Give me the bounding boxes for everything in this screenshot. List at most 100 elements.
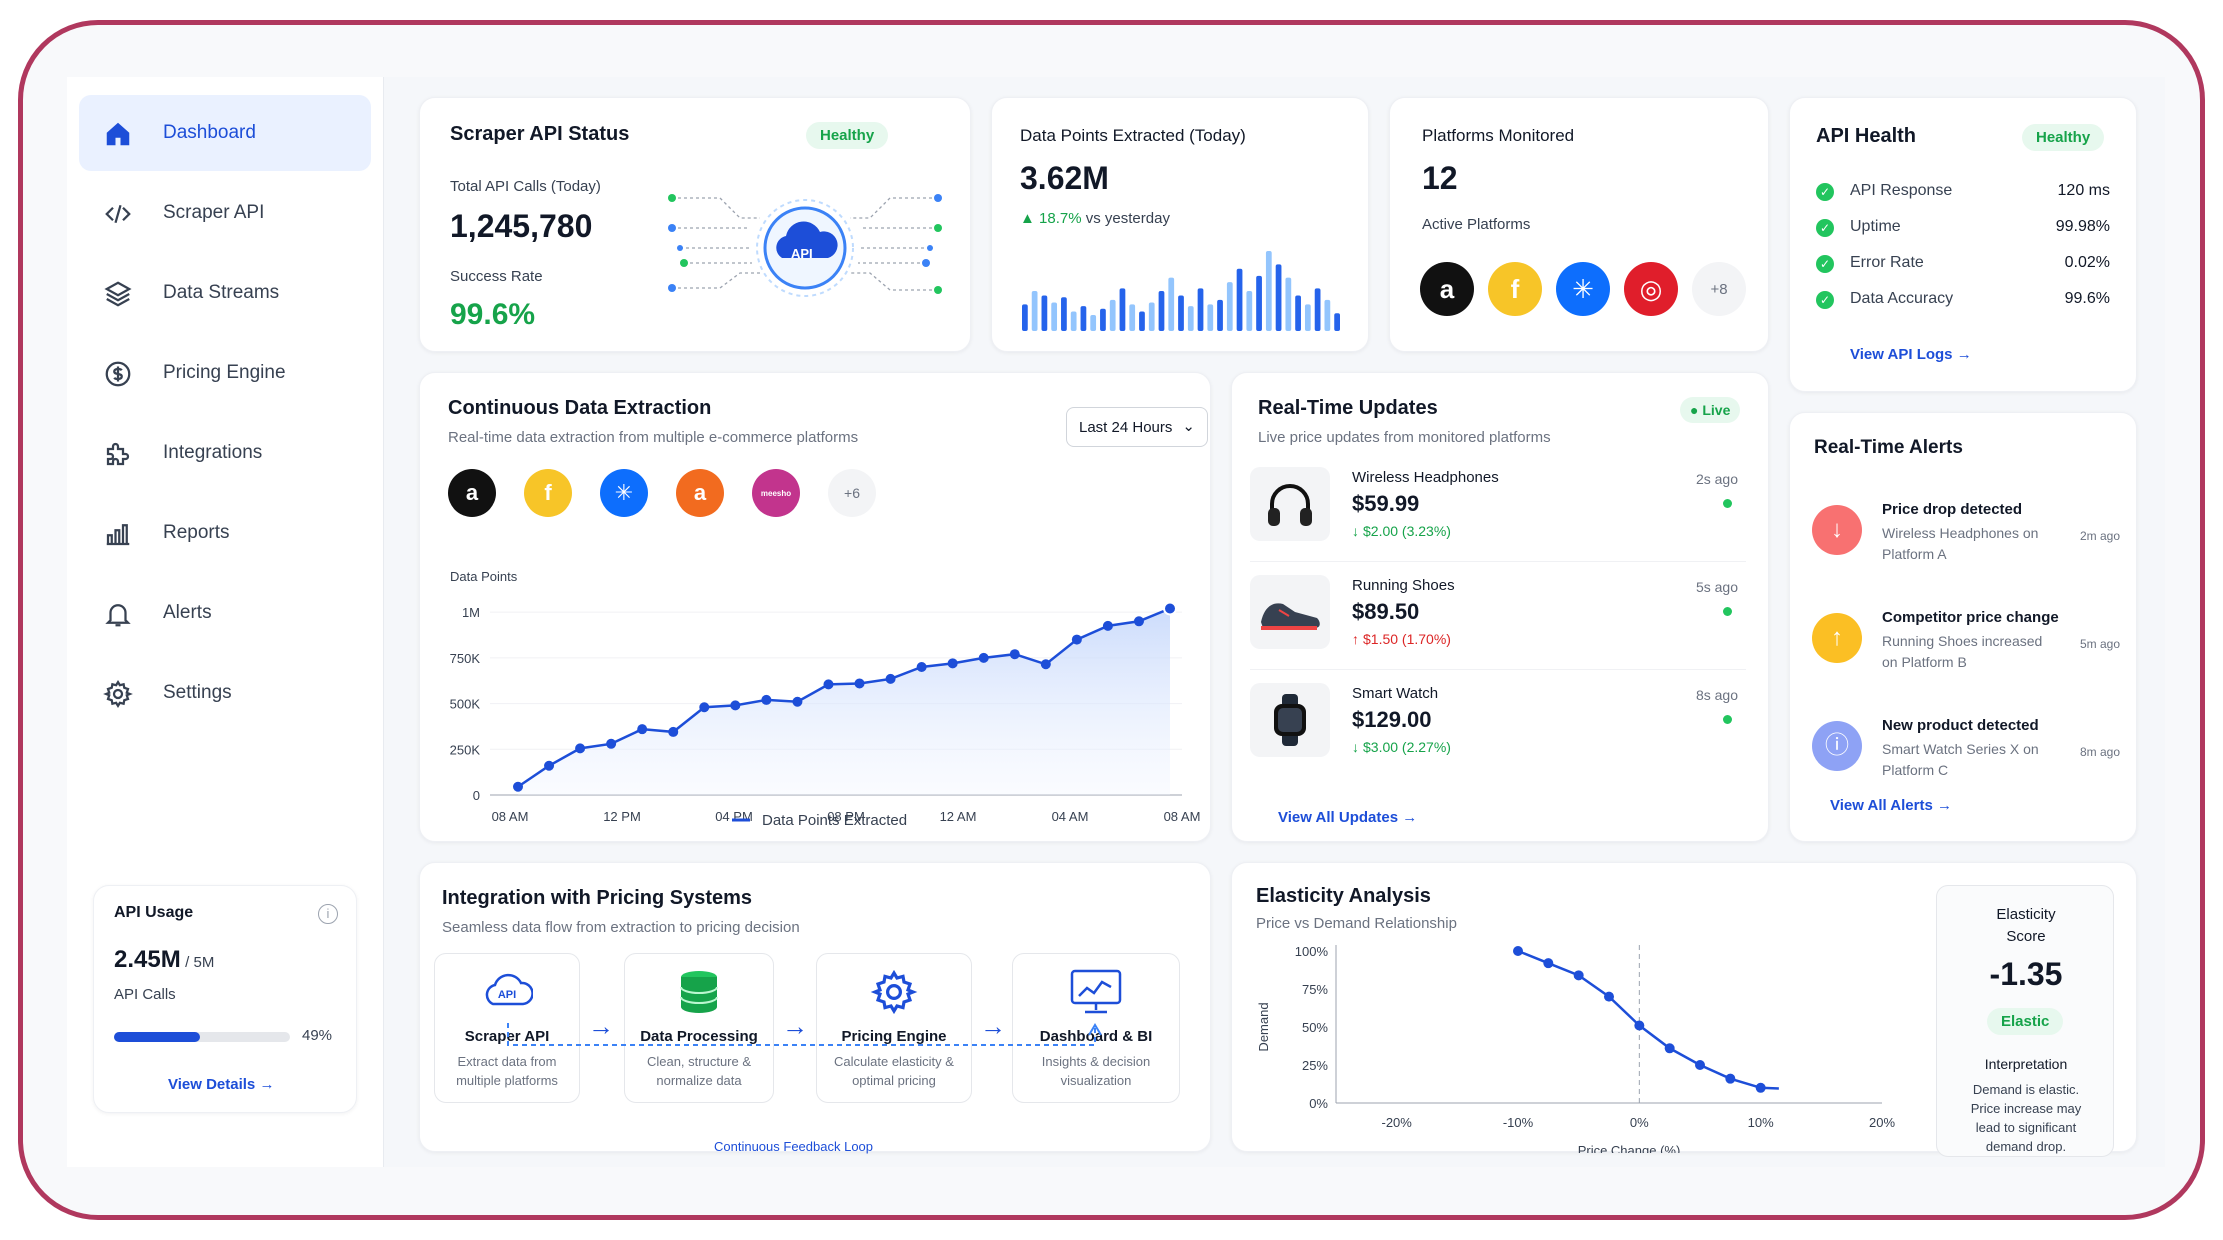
live-dot-icon: [1723, 715, 1732, 724]
check-circle-icon: ✓: [1816, 291, 1834, 309]
platforms-count: 12: [1422, 160, 1458, 196]
api-usage-limit: / 5M: [185, 954, 215, 971]
data-point[interactable]: [699, 702, 710, 713]
curve-point[interactable]: [1573, 970, 1584, 981]
data-point[interactable]: [637, 724, 648, 735]
y-tick-label: 0: [473, 788, 480, 803]
curve-point[interactable]: [1634, 1020, 1645, 1031]
arrow-up-icon: ↑: [1812, 613, 1862, 663]
data-point[interactable]: [978, 652, 989, 663]
spark-bar: [1061, 297, 1067, 331]
headphones-icon: [1250, 467, 1330, 541]
data-point[interactable]: [1071, 634, 1082, 645]
sidebar-item-integrations[interactable]: Integrations: [79, 415, 371, 491]
sidebar-item-reports[interactable]: Reports: [79, 495, 371, 571]
data-point[interactable]: [947, 658, 958, 669]
data-point[interactable]: [761, 694, 772, 705]
data-point[interactable]: [544, 760, 555, 771]
alert-title: Competitor price change: [1882, 609, 2059, 626]
price-change-value: $3.00 (2.27%): [1363, 739, 1451, 755]
more-sources-label: +6: [844, 485, 860, 501]
api-health-card: API Health Healthy ✓ API Response 120 ms ✓ U…: [1789, 97, 2137, 392]
data-point[interactable]: [730, 700, 741, 711]
sidebar-item-settings[interactable]: Settings: [79, 655, 371, 731]
integration-step-scraper-api[interactable]: API Scraper API Extract data from multiple …: [434, 953, 580, 1103]
info-icon[interactable]: i: [318, 904, 338, 924]
x-tick-label: 04 PM: [715, 809, 753, 824]
x-tick-label: -10%: [1503, 1115, 1534, 1130]
product-price: $89.50: [1352, 599, 1420, 624]
data-points-card: Data Points Extracted (Today) 3.62M ▲ 18…: [991, 97, 1369, 352]
elasticity-title: Elasticity Analysis: [1256, 885, 1431, 907]
curve-point[interactable]: [1543, 958, 1554, 969]
data-point[interactable]: [1009, 649, 1020, 660]
data-point[interactable]: [1133, 616, 1144, 627]
arrow-right-icon: →: [1402, 809, 1418, 826]
flipkart-logo: f: [1488, 262, 1542, 316]
data-point[interactable]: [668, 726, 679, 737]
walmart-logo-glyph: ✳: [1572, 273, 1594, 304]
spark-bar: [1031, 291, 1038, 331]
view-details-link[interactable]: View Details →: [168, 1076, 274, 1093]
sidebar-item-scraper-api[interactable]: Scraper API: [79, 175, 371, 251]
view-api-logs-link[interactable]: View API Logs →: [1850, 346, 1972, 363]
y-tick-label: 50%: [1302, 1020, 1328, 1035]
data-point[interactable]: [1163, 601, 1177, 616]
data-points-title: Data Points Extracted (Today): [1020, 126, 1246, 145]
sidebar-item-pricing-engine[interactable]: Pricing Engine: [79, 335, 371, 411]
x-tick-label: 0%: [1630, 1115, 1649, 1130]
data-point[interactable]: [513, 781, 523, 792]
y-tick-label: 100%: [1295, 944, 1329, 959]
sidebar-item-dashboard[interactable]: Dashboard: [79, 95, 371, 171]
elasticity-curve-chart: 0% 25% 50% 75% 100% -20% -10% 0% 10% 20% Price Cha…: [1256, 944, 1895, 1153]
arrow-up-icon: ↑: [1352, 631, 1359, 647]
curve-point[interactable]: [1604, 991, 1614, 1002]
y-tick-label: 25%: [1302, 1058, 1328, 1073]
arrow-right-icon: →: [782, 1011, 808, 1041]
curve-point[interactable]: [1513, 946, 1523, 956]
more-platforms-badge[interactable]: +8: [1692, 262, 1746, 316]
spark-bar: [1178, 295, 1184, 331]
data-point[interactable]: [575, 743, 586, 754]
elasticity-curve: [1517, 949, 1779, 1090]
integration-step-pricing-engine[interactable]: Pricing Engine Calculate elasticity & opti…: [816, 953, 972, 1103]
home-icon: [103, 119, 133, 149]
spark-bar: [1041, 295, 1048, 331]
data-point[interactable]: [885, 673, 896, 684]
sidebar-item-data-streams[interactable]: Data Streams: [79, 255, 371, 331]
curve-point[interactable]: [1725, 1073, 1736, 1084]
step-description-2: optimal pricing: [852, 1073, 936, 1088]
data-point[interactable]: [823, 679, 834, 690]
arrow-right-icon: →: [980, 1011, 1006, 1041]
data-point[interactable]: [916, 662, 927, 672]
spark-bar: [1324, 299, 1331, 331]
spark-bar: [1119, 288, 1126, 331]
data-point[interactable]: [792, 696, 803, 707]
api-usage-value-row: 2.45M / 5M: [114, 946, 214, 974]
api-health-title: API Health: [1816, 125, 1917, 147]
price-change: ↓ $2.00 (3.23%): [1352, 523, 1451, 539]
line-area-fill: [518, 608, 1170, 795]
more-platforms-label: +8: [1710, 280, 1728, 298]
integration-title: Integration with Pricing Systems: [442, 887, 753, 909]
view-all-alerts-link[interactable]: View All Alerts →: [1830, 797, 1952, 814]
time-range-select[interactable]: Last 24 Hours ⌄: [1066, 407, 1208, 447]
curve-point[interactable]: [1695, 1060, 1705, 1070]
x-tick-label: 10%: [1748, 1115, 1774, 1130]
sidebar-item-alerts[interactable]: Alerts: [79, 575, 371, 651]
data-point[interactable]: [1040, 659, 1051, 670]
more-sources-badge[interactable]: +6: [828, 469, 876, 517]
sidebar-item-label: Pricing Engine: [163, 362, 286, 383]
success-rate-label: Success Rate: [450, 268, 543, 285]
data-point[interactable]: [854, 678, 865, 689]
integration-step-data-processing[interactable]: Data Processing Clean, structure & normali…: [624, 953, 774, 1103]
product-name: Smart Watch: [1352, 685, 1439, 702]
curve-point[interactable]: [1664, 1043, 1675, 1054]
sidebar-item-label: Data Streams: [163, 282, 280, 303]
curve-point[interactable]: [1755, 1082, 1766, 1093]
data-point[interactable]: [1102, 620, 1113, 631]
view-all-updates-link[interactable]: View All Updates →: [1278, 809, 1417, 826]
data-point[interactable]: [606, 738, 617, 749]
alert-description: Running Shoes increased: [1882, 633, 2043, 649]
trend-up-icon: ▲: [1020, 210, 1035, 227]
